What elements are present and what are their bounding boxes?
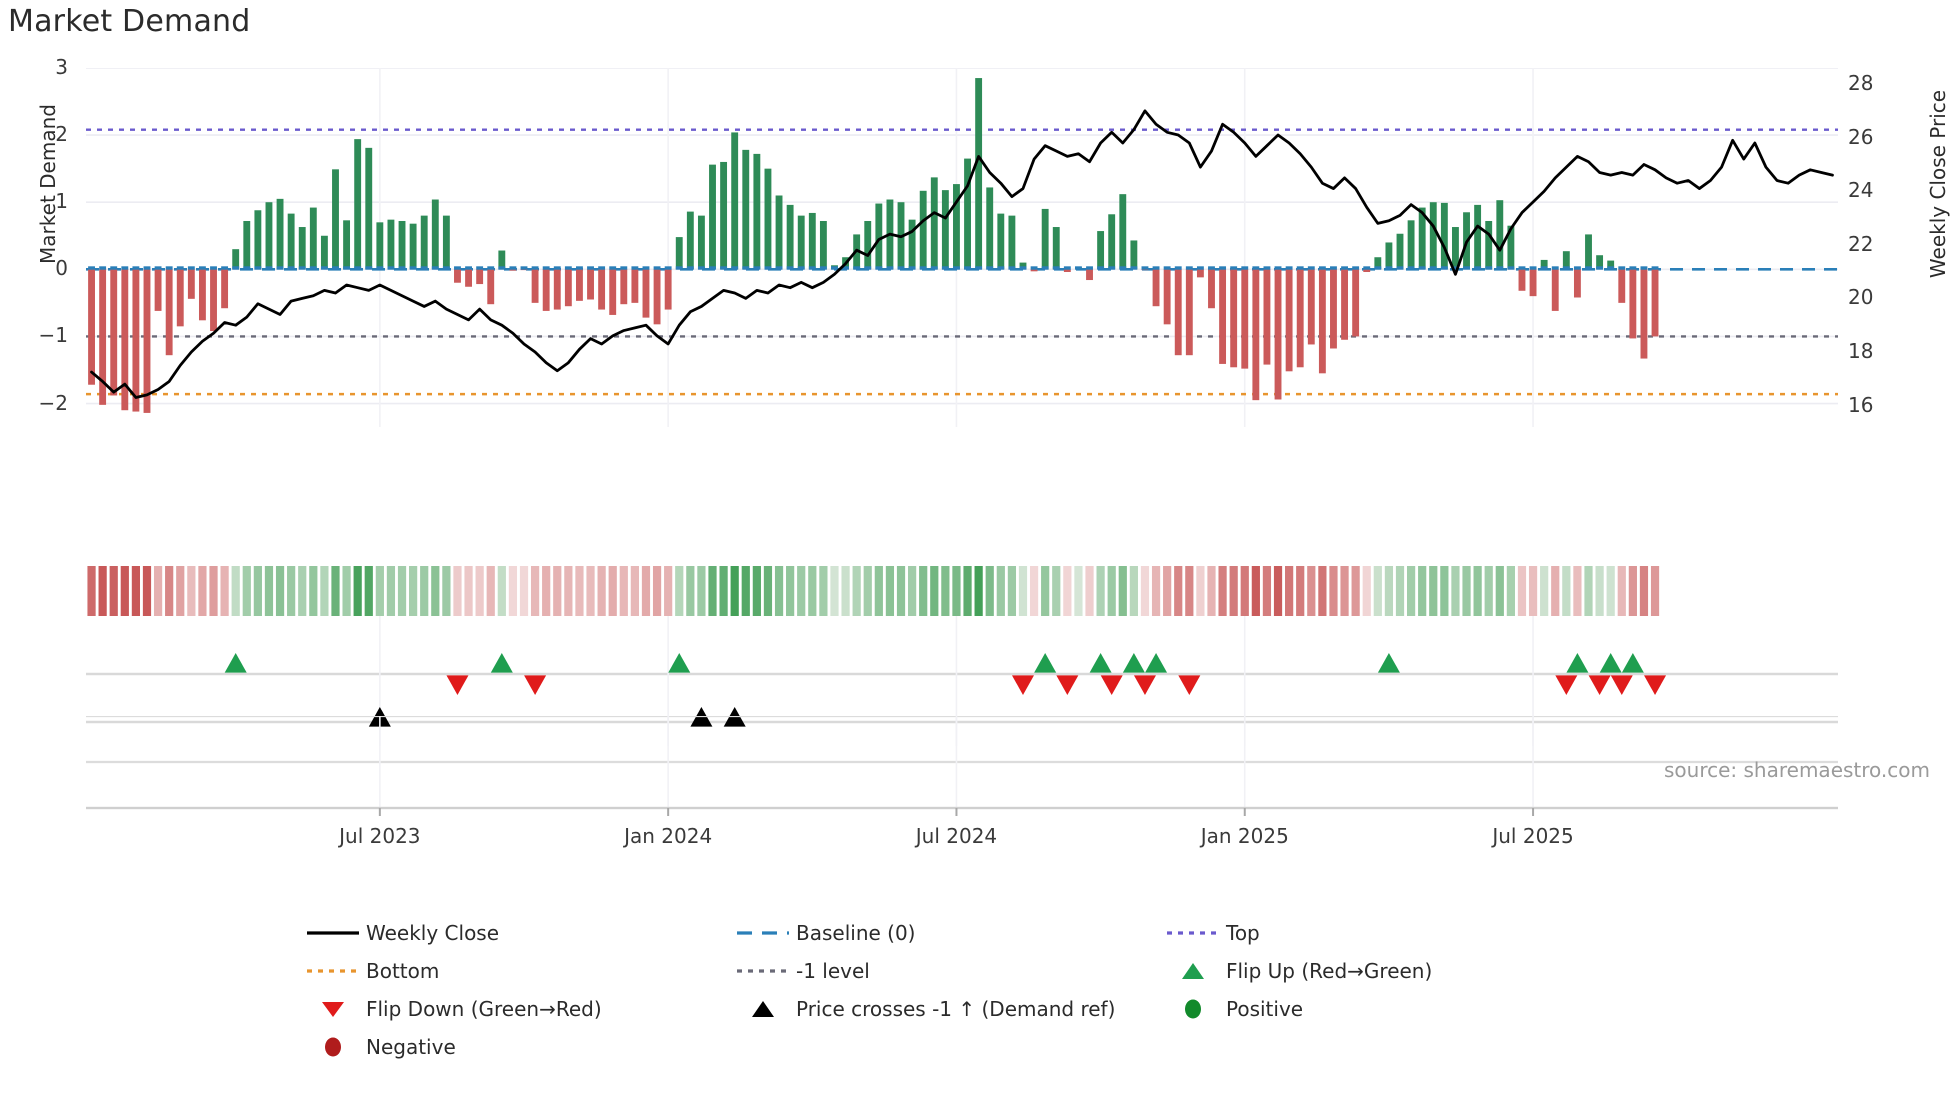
y-axis-left-label: Market Demand (36, 104, 60, 264)
legend-item[interactable]: Baseline (0) (730, 918, 1160, 948)
flip-down-marker (1588, 675, 1611, 695)
dot-icon (300, 1035, 366, 1059)
flip-down-marker (1100, 675, 1123, 695)
dot-icon (1160, 997, 1226, 1021)
dotted-line-icon (1160, 921, 1226, 945)
y-axis-left-tick: −1 (38, 323, 68, 348)
solid-line-icon (300, 921, 366, 945)
main-plot-area (86, 68, 1838, 427)
flip-up-marker (1145, 653, 1168, 673)
chart-legend: Weekly Close Baseline (0) Top Bottom -1 leve… (300, 918, 1660, 1062)
flip-up-marker (1621, 653, 1644, 673)
legend-item[interactable]: Positive (1160, 994, 1590, 1024)
y-axis-left-tick: 2 (55, 122, 68, 147)
legend-item[interactable]: Price crosses -1 ↑ (Demand ref) (730, 994, 1160, 1024)
flip-down-marker (1133, 675, 1156, 695)
flip-down-marker (1056, 675, 1079, 695)
y-axis-right-tick: 16 (1848, 392, 1874, 417)
dotted-line-icon (300, 959, 366, 983)
demand-heat-strip (86, 566, 1838, 616)
legend-item[interactable]: Flip Up (Red→Green) (1160, 956, 1590, 986)
dashed-line-icon (730, 921, 796, 945)
triangle-down-icon (300, 997, 366, 1021)
y-axis-right-tick: 26 (1848, 124, 1874, 149)
legend-item-label: Flip Up (Red→Green) (1226, 959, 1433, 983)
legend-item[interactable]: Bottom (300, 956, 730, 986)
heat-strip-svg (87, 566, 1660, 616)
y-axis-left-tick: 0 (55, 256, 68, 281)
x-axis-tick: Jul 2023 (339, 824, 421, 848)
y-axis-right-tick: 24 (1848, 178, 1874, 203)
flip-down-marker (524, 675, 547, 695)
legend-item-label: Top (1226, 921, 1260, 945)
flip-up-marker (224, 653, 247, 673)
page-title: Market Demand (8, 4, 251, 39)
y-axis-right-label: Weekly Close Price (1926, 89, 1950, 279)
flip-down-marker (1011, 675, 1034, 695)
y-axis-left-tick: −2 (38, 390, 68, 415)
y-axis-right-tick: 28 (1848, 71, 1874, 96)
x-axis-tick: Jan 2024 (624, 824, 713, 848)
legend-item-label: -1 level (796, 959, 870, 983)
dotted-line-icon (730, 959, 796, 983)
flip-up-marker (490, 653, 513, 673)
y-axis-right-tick: 22 (1848, 231, 1874, 256)
legend-item[interactable]: -1 level (730, 956, 1160, 986)
legend-item-label: Bottom (366, 959, 440, 983)
triangle-up-icon (1160, 959, 1226, 983)
legend-item-label: Price crosses -1 ↑ (Demand ref) (796, 997, 1116, 1021)
flip-down-marker (446, 675, 469, 695)
lower-axis-area (86, 716, 1838, 866)
y-axis-left-tick: 1 (55, 189, 68, 214)
flip-up-marker (1034, 653, 1057, 673)
x-axis-tick: Jul 2025 (1492, 824, 1574, 848)
flip-up-marker (668, 653, 691, 673)
flip-down-marker (1610, 675, 1633, 695)
flip-up-marker (1122, 653, 1145, 673)
legend-item[interactable]: Top (1160, 918, 1590, 948)
legend-item[interactable]: Flip Down (Green→Red) (300, 994, 730, 1024)
y-axis-left-tick: 3 (55, 55, 68, 79)
flip-up-marker (1089, 653, 1112, 673)
flip-down-marker (1555, 675, 1578, 695)
source-note: source: sharemaestro.com (1664, 758, 1930, 782)
legend-item[interactable]: Weekly Close (300, 918, 730, 948)
flip-up-marker (1599, 653, 1622, 673)
legend-item[interactable]: Negative (300, 1032, 730, 1062)
triangle-up-icon (730, 997, 796, 1021)
flip-down-marker (1644, 675, 1667, 695)
x-axis-tick: Jul 2024 (915, 824, 998, 848)
legend-item-label: Flip Down (Green→Red) (366, 997, 602, 1021)
x-axis-tick: Jan 2025 (1200, 824, 1289, 848)
legend-item-label: Baseline (0) (796, 921, 916, 945)
legend-item-label: Negative (366, 1035, 456, 1059)
flip-down-marker (1178, 675, 1201, 695)
legend-item-label: Positive (1226, 997, 1304, 1021)
legend-item-label: Weekly Close (366, 921, 500, 945)
y-axis-right-tick: 18 (1848, 338, 1874, 363)
flip-up-marker (1566, 653, 1589, 673)
y-axis-right-tick: 20 (1848, 285, 1874, 310)
flip-up-marker (1377, 653, 1400, 673)
demand-price-plot (86, 68, 1838, 427)
lower-axis-svg (86, 716, 1838, 816)
